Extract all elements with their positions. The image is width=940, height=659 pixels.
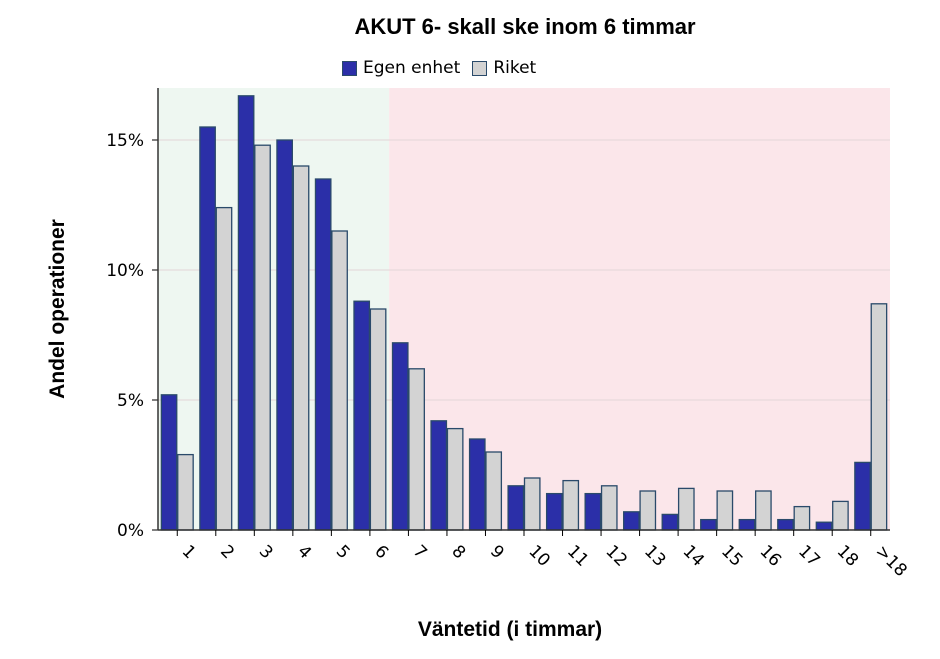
- bar-riket-4: [292, 165, 310, 531]
- bar-riket-7: [408, 368, 425, 531]
- bar-riket-15: [716, 490, 734, 531]
- legend: Egen enhet Riket: [342, 58, 548, 78]
- x-tick-label: 2: [216, 541, 238, 563]
- bar-egen-enhet-gt18: [854, 461, 871, 531]
- bar-riket-13: [639, 490, 657, 531]
- bar-egen-enhet-15: [700, 518, 717, 531]
- bar-riket-14: [677, 487, 695, 531]
- bar-egen-enhet-10: [507, 485, 525, 531]
- legend-swatch-egen-enhet: [342, 60, 357, 76]
- x-tick-label: 6: [370, 541, 392, 563]
- y-tick-label: 5%: [117, 391, 144, 411]
- bar-egen-enhet-9: [468, 438, 486, 531]
- bar-riket-9: [485, 451, 503, 531]
- x-tick-label: 3: [255, 541, 277, 563]
- bar-egen-enhet-3: [237, 95, 255, 531]
- bar-riket-8: [446, 427, 464, 531]
- legend-label-egen-enhet: Egen enhet: [363, 58, 461, 78]
- background-zone-2: [389, 88, 890, 530]
- bar-riket-16: [755, 490, 772, 531]
- x-tick-label: 8: [447, 541, 469, 563]
- bar-egen-enhet-18: [815, 521, 833, 531]
- legend-swatch-riket: [472, 60, 488, 76]
- x-tick-label: 13: [640, 541, 669, 570]
- bar-egen-enhet-16: [738, 518, 756, 531]
- bar-egen-enhet-11: [545, 492, 563, 531]
- bar-riket-2: [215, 206, 233, 531]
- x-tick-label: 16: [756, 541, 785, 570]
- x-tick-label: 11: [563, 541, 592, 570]
- bar-riket-5: [331, 230, 348, 531]
- bar-riket-gt18: [870, 303, 888, 531]
- y-axis-title: Andel operationer: [46, 219, 69, 399]
- bar-egen-enhet-5: [314, 178, 332, 531]
- x-axis-title: Väntetid (i timmar): [418, 618, 602, 641]
- x-tick-label: 7: [409, 541, 431, 563]
- x-tick-label: 15: [717, 541, 746, 570]
- chart-title: AKUT 6- skall ske inom 6 timmar: [354, 14, 696, 39]
- y-tick-label: 15%: [106, 131, 144, 151]
- legend-item-egen-enhet: Egen enhet: [342, 58, 460, 78]
- x-tick-label: 10: [524, 541, 553, 570]
- x-tick-label: 5: [332, 541, 354, 563]
- x-tick-label: 4: [293, 541, 315, 563]
- y-tick-label: 10%: [106, 261, 144, 281]
- x-tick-label: 1: [178, 541, 200, 563]
- bar-egen-enhet-12: [584, 492, 602, 531]
- x-tick-label: 9: [486, 541, 508, 563]
- bar-riket-1: [177, 453, 194, 531]
- x-tick-label: 12: [602, 541, 631, 570]
- bar-riket-12: [600, 485, 618, 531]
- x-tick-label: 18: [833, 541, 862, 570]
- bar-riket-6: [369, 308, 387, 531]
- y-tick-label: 0%: [117, 521, 144, 541]
- bar-egen-enhet-6: [353, 300, 371, 531]
- bar-egen-enhet-1: [160, 394, 178, 531]
- bar-egen-enhet-4: [276, 139, 293, 531]
- bar-egen-enhet-2: [199, 126, 216, 531]
- x-tick-label: >18: [871, 541, 911, 581]
- bar-riket-3: [254, 144, 271, 531]
- background-zone-1: [158, 88, 390, 530]
- bar-egen-enhet-14: [661, 513, 679, 531]
- x-tick-label: 17: [794, 541, 823, 570]
- bar-riket-18: [832, 500, 849, 531]
- bar-egen-enhet-8: [430, 420, 448, 531]
- bar-riket-11: [562, 479, 580, 531]
- legend-item-riket: Riket: [472, 58, 536, 78]
- legend-label-riket: Riket: [493, 58, 537, 78]
- bar-egen-enhet-7: [391, 342, 409, 531]
- bar-egen-enhet-17: [777, 518, 794, 531]
- x-tick-label: 14: [679, 541, 708, 570]
- bar-egen-enhet-13: [623, 511, 640, 531]
- bar-riket-10: [523, 477, 541, 531]
- bar-riket-17: [793, 505, 811, 531]
